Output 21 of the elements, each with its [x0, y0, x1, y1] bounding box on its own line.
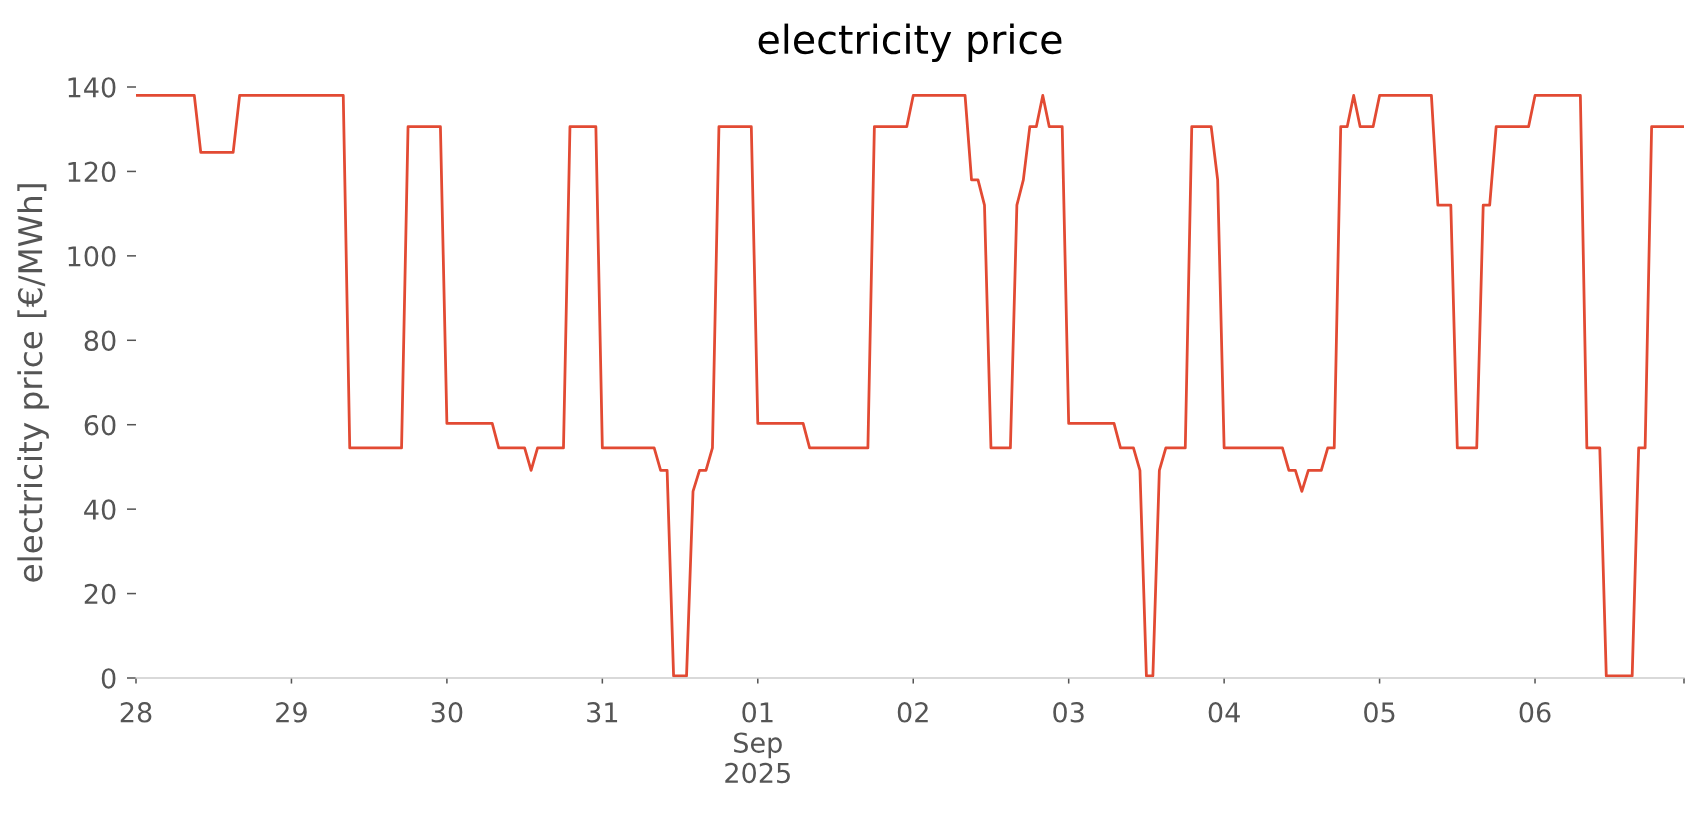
x-tick-label: 01 Sep 2025	[725, 702, 790, 784]
y-tick-label: 80	[84, 330, 116, 351]
x-tick-label: 04	[1208, 702, 1240, 723]
chart-title: electricity price	[758, 23, 1062, 62]
x-tick-label: 02	[897, 702, 928, 723]
y-tick-label: 60	[84, 414, 116, 436]
y-tick-label: 40	[84, 499, 116, 520]
x-tick-label: 05	[1364, 702, 1395, 723]
x-tick-label: 29	[276, 702, 307, 723]
y-tick-label: 0	[101, 668, 116, 689]
y-tick-label: 100	[68, 246, 116, 267]
x-tick-label: 30	[431, 702, 463, 723]
y-axis-title: electricity price [€/MWh]	[17, 184, 49, 582]
line-series	[136, 94, 1684, 678]
x-tick-label: 28	[120, 702, 152, 723]
x-tick-label: 03	[1053, 702, 1084, 723]
x-tick-label: 31	[587, 702, 618, 723]
y-tick-label: 20	[84, 583, 116, 605]
x-tick-label: 06	[1519, 702, 1551, 723]
y-tick-label: 140	[68, 77, 116, 98]
y-tick-label: 120	[68, 161, 116, 183]
